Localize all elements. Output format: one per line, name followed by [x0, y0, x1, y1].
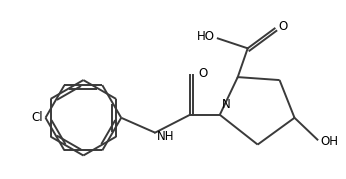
Text: O: O: [198, 67, 207, 80]
Text: N: N: [222, 98, 230, 111]
Text: NH: NH: [157, 130, 175, 143]
Text: HO: HO: [197, 30, 215, 43]
Text: OH: OH: [320, 135, 338, 148]
Text: O: O: [279, 20, 288, 33]
Text: Cl: Cl: [31, 111, 43, 124]
